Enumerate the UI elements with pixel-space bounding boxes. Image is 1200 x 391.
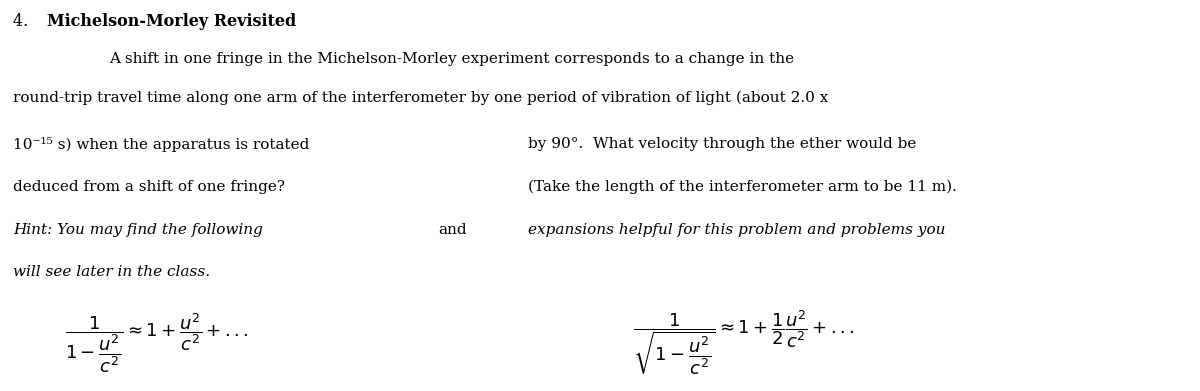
- Text: $\dfrac{1}{\sqrt{1 - \dfrac{u^2}{c^2}}} \approx 1 + \dfrac{1}{2}\dfrac{u^2}{c^2}: $\dfrac{1}{\sqrt{1 - \dfrac{u^2}{c^2}}} …: [632, 309, 854, 377]
- Text: $\dfrac{1}{1 - \dfrac{u^2}{c^2}} \approx 1 + \dfrac{u^2}{c^2} + ...$: $\dfrac{1}{1 - \dfrac{u^2}{c^2}} \approx…: [65, 311, 248, 375]
- Text: by 90°.  What velocity through the ether would be: by 90°. What velocity through the ether …: [528, 137, 917, 151]
- Text: expansions helpful for this problem and problems you: expansions helpful for this problem and …: [528, 223, 946, 237]
- Text: Hint: You may find the following: Hint: You may find the following: [13, 223, 263, 237]
- Text: (Take the length of the interferometer arm to be 11 m).: (Take the length of the interferometer a…: [528, 180, 958, 194]
- Text: and: and: [438, 223, 467, 237]
- Text: 4.: 4.: [13, 13, 38, 30]
- Text: A shift in one fringe in the Michelson-Morley experiment corresponds to a change: A shift in one fringe in the Michelson-M…: [109, 52, 794, 66]
- Text: will see later in the class.: will see later in the class.: [13, 265, 210, 280]
- Text: deduced from a shift of one fringe?: deduced from a shift of one fringe?: [13, 180, 286, 194]
- Text: 10⁻¹⁵ s) when the apparatus is rotated: 10⁻¹⁵ s) when the apparatus is rotated: [13, 137, 310, 152]
- Text: Michelson-Morley Revisited: Michelson-Morley Revisited: [47, 13, 296, 30]
- Text: round-trip travel time along one arm of the interferometer by one period of vibr: round-trip travel time along one arm of …: [13, 91, 829, 105]
